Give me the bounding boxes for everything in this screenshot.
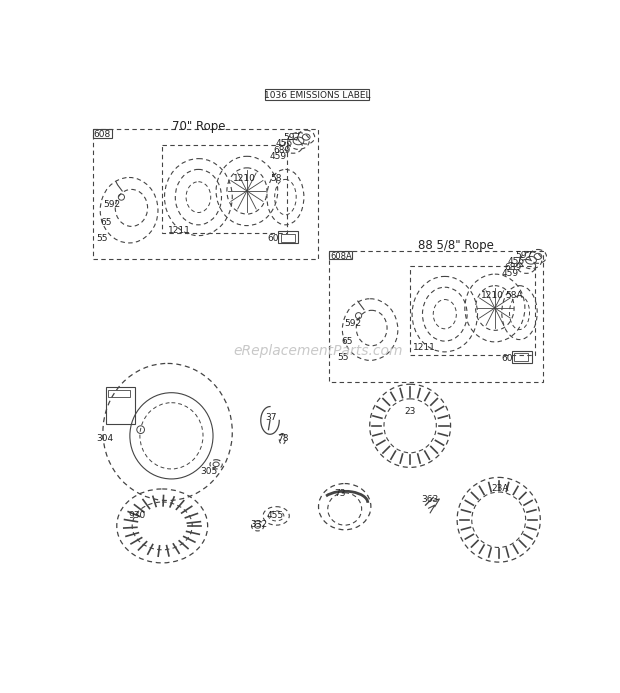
Text: eReplacementParts.com: eReplacementParts.com	[233, 344, 402, 358]
Bar	[162, 145, 287, 234]
Text: 305: 305	[201, 466, 218, 475]
Text: 1210: 1210	[481, 291, 504, 300]
Text: 363: 363	[422, 495, 439, 504]
Text: 1210: 1210	[233, 174, 256, 183]
Text: 689: 689	[505, 263, 522, 272]
Text: 78: 78	[278, 434, 289, 443]
Bar	[329, 251, 352, 259]
Text: 58: 58	[271, 174, 282, 183]
Text: 88 5/8" Rope: 88 5/8" Rope	[418, 238, 494, 252]
Text: 1036 EMISSIONS LABEL: 1036 EMISSIONS LABEL	[264, 91, 370, 100]
Text: 23: 23	[404, 407, 415, 416]
Bar	[106, 387, 135, 424]
Bar	[93, 130, 317, 258]
Text: 459: 459	[502, 270, 519, 279]
Text: 37: 37	[265, 413, 277, 422]
Text: 597: 597	[515, 251, 532, 260]
Bar	[514, 353, 528, 361]
Text: 930: 930	[128, 511, 146, 520]
Text: 459: 459	[270, 152, 287, 161]
Bar	[93, 130, 112, 138]
Bar	[265, 89, 370, 100]
Text: 70" Rope: 70" Rope	[172, 120, 225, 133]
Text: 60: 60	[501, 354, 513, 363]
Text: 1211: 1211	[167, 226, 190, 235]
Text: 592: 592	[344, 319, 361, 328]
Text: 304: 304	[96, 434, 113, 443]
Text: 58A: 58A	[506, 291, 523, 300]
Text: 23A: 23A	[492, 484, 509, 493]
Text: 608A: 608A	[330, 252, 352, 261]
Text: 55: 55	[337, 353, 348, 362]
Bar	[281, 234, 294, 242]
Text: 608: 608	[94, 130, 111, 139]
Bar	[512, 351, 532, 363]
Bar	[108, 389, 130, 397]
Text: 332: 332	[250, 520, 267, 529]
Text: 689: 689	[273, 146, 290, 155]
Text: 55: 55	[97, 234, 108, 243]
Text: 456: 456	[507, 257, 525, 266]
Bar	[329, 251, 543, 382]
Text: 73: 73	[335, 489, 346, 498]
Text: 60: 60	[267, 234, 278, 243]
Bar	[278, 231, 298, 243]
Text: 455: 455	[266, 511, 283, 520]
Text: 65: 65	[342, 337, 353, 346]
Text: 1211: 1211	[413, 344, 436, 353]
Text: 592: 592	[103, 200, 120, 209]
Text: 597: 597	[283, 133, 300, 142]
Text: 65: 65	[100, 218, 112, 227]
Text: 456: 456	[275, 139, 293, 148]
Bar	[410, 266, 535, 355]
